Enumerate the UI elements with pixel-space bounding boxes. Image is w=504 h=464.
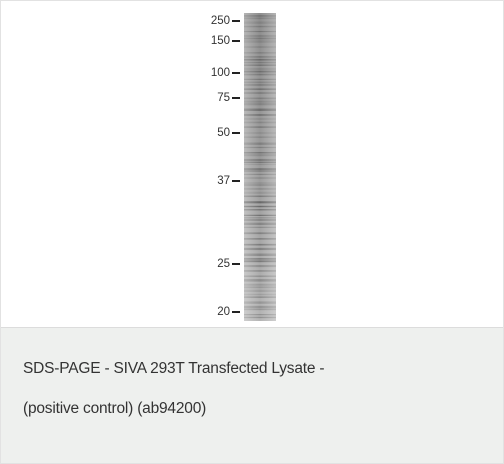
marker-ladder: 250 150 100 75 50 37 25 20 xyxy=(211,15,240,318)
marker-label: 100 xyxy=(211,67,230,79)
marker-label: 25 xyxy=(217,258,230,270)
caption-line: (positive control) (ab94200) xyxy=(23,400,206,418)
marker-label: 20 xyxy=(217,306,230,318)
figure: 250 150 100 75 50 37 25 20 xyxy=(1,1,503,328)
marker-label: 75 xyxy=(217,92,230,104)
marker-label: 37 xyxy=(217,175,230,187)
lane-shading xyxy=(244,13,276,321)
caption: SDS-PAGE - SIVA 293T Transfected Lysate … xyxy=(1,328,503,463)
marker-label: 50 xyxy=(217,127,230,139)
caption-line: SDS-PAGE - SIVA 293T Transfected Lysate … xyxy=(23,360,324,378)
product-card: 250 150 100 75 50 37 25 20 SDS-PAGE - SIVA 293T… xyxy=(0,0,504,464)
marker-label: 150 xyxy=(211,35,230,47)
gel-image: 250 150 100 75 50 37 25 20 xyxy=(1,1,503,327)
marker-label: 250 xyxy=(211,15,230,27)
